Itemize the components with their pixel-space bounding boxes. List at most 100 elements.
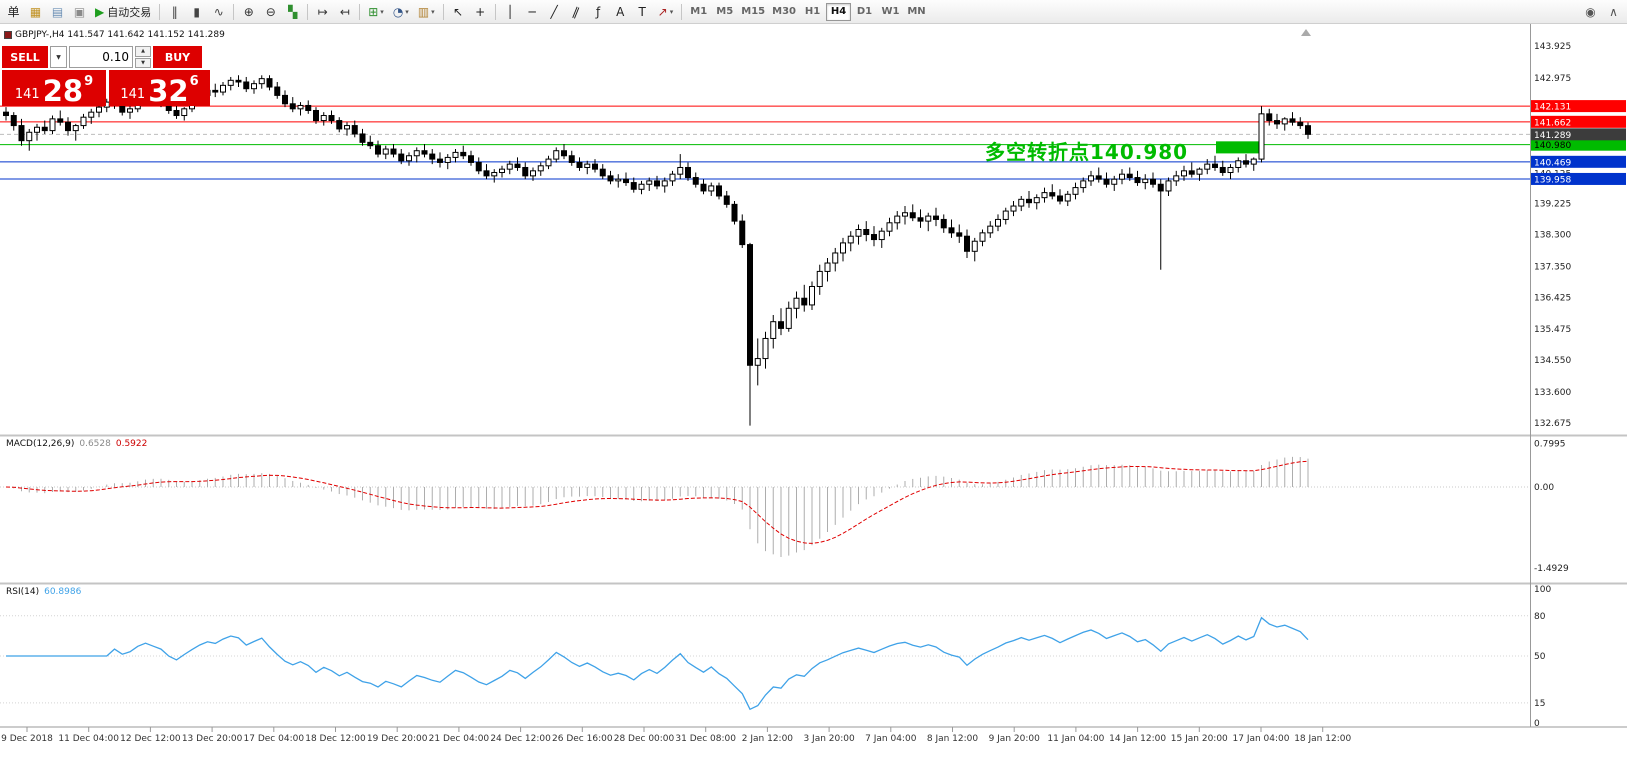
text-icon[interactable]: A [610, 2, 631, 22]
cursor-icon[interactable]: ↖ [448, 2, 469, 22]
macd-name: MACD(12,26,9) [6, 439, 75, 449]
chevron-down-icon: ▾ [669, 7, 674, 16]
label-icon[interactable]: T [632, 2, 653, 22]
zoom-in-icon[interactable]: ⊕ [238, 2, 259, 22]
candle-body [313, 109, 319, 122]
candle-body [235, 79, 242, 83]
svg-text:15: 15 [1534, 699, 1545, 709]
indicators-icon[interactable]: ⊞ ▾ [364, 2, 388, 22]
vertical-line-icon[interactable]: │ [500, 2, 521, 22]
candle-body [1018, 198, 1025, 207]
candle-body [41, 126, 48, 132]
candle-body [1266, 113, 1273, 122]
templates-icon[interactable]: ▥ ▾ [414, 2, 439, 22]
terminal-icon[interactable]: ▣ [69, 2, 90, 22]
candle-body [382, 148, 389, 155]
fibonacci-icon[interactable]: ƒ [588, 2, 609, 22]
new-chart-icon: ▦ [29, 4, 42, 19]
candle-body [824, 262, 831, 272]
new-chart-icon[interactable]: ▦ [25, 2, 46, 22]
timeframe-w1-button[interactable]: W1 [881, 6, 900, 17]
candle-body [96, 106, 102, 113]
toolbar-separator [307, 3, 309, 20]
chart-canvas[interactable]: 143.925142.975140.125139.225138.300137.3… [0, 24, 1627, 774]
periods-icon[interactable]: ◔ ▾ [389, 2, 413, 22]
collapse-toolbar-icon[interactable]: ∧ [1609, 4, 1618, 19]
svg-text:26 Dec 16:00: 26 Dec 16:00 [552, 734, 613, 744]
candle-body [979, 232, 986, 242]
macd-pane[interactable] [0, 456, 1530, 557]
svg-text:139.958: 139.958 [1534, 175, 1571, 185]
candle-body [747, 244, 753, 366]
autotrading-button[interactable]: ▶ 自动交易 [91, 2, 155, 22]
candle-body [1064, 193, 1071, 202]
candle-body [623, 178, 629, 184]
candle-body [708, 185, 715, 192]
label-icon: T [638, 4, 646, 19]
timeframe-d1-button[interactable]: D1 [856, 6, 873, 17]
timeframe-m30-button[interactable]: M30 [772, 6, 796, 17]
candle-body [1033, 197, 1040, 204]
profiles-icon: ▤ [51, 4, 64, 19]
main-price-pane[interactable] [0, 29, 1530, 426]
rsi-indicator-label: RSI(14) 60.8986 [6, 587, 81, 597]
volume-dropdown-button[interactable]: ▼ [50, 46, 67, 68]
bid-price[interactable]: 141 28 9 [2, 70, 106, 106]
buy-button[interactable]: BUY [153, 46, 202, 68]
time-axis[interactable]: 9 Dec 2018 11 Dec 04:00 12 Dec 12:00 13 Dec… [0, 726, 1627, 744]
price-axis[interactable]: 143.925142.975140.125139.225138.300137.3… [1531, 42, 1626, 729]
candle-body [1057, 195, 1063, 202]
candle-body [491, 172, 498, 177]
arrows-icon[interactable]: ↗ ▾ [654, 2, 678, 22]
new-order-button[interactable]: 单 [3, 2, 24, 22]
chart-annotation-text[interactable]: 多空转折点140.980 [985, 140, 1189, 164]
candle-body [1274, 120, 1280, 125]
crosshair-icon[interactable]: + [470, 2, 491, 22]
auto-scroll-icon[interactable]: ↦ [312, 2, 333, 22]
candle-body [917, 217, 924, 222]
chevron-down-icon: ▾ [405, 7, 409, 16]
candle-body [351, 125, 358, 135]
trendline-icon[interactable]: ╱ [544, 2, 565, 22]
timeframe-h4-button[interactable]: H4 [826, 2, 851, 21]
svg-text:28 Dec 00:00: 28 Dec 00:00 [614, 734, 675, 744]
timeframe-h1-button[interactable]: H1 [804, 6, 821, 17]
chart-symbol-icon [4, 31, 12, 39]
candle-body [3, 111, 9, 117]
ask-price[interactable]: 141 32 6 [109, 70, 210, 106]
profiles-icon[interactable]: ▤ [47, 2, 68, 22]
candle-body [10, 115, 17, 127]
bar-chart-icon[interactable]: ‖ [164, 2, 185, 22]
candle-body [654, 180, 660, 187]
candle-body [1297, 121, 1304, 127]
zoom-out-icon[interactable]: ⊖ [260, 2, 281, 22]
chart-shift-icon[interactable]: ↤ [334, 2, 355, 22]
line-chart-icon[interactable]: ∿ [208, 2, 229, 22]
panel-splitter[interactable] [0, 582, 1627, 585]
candle-body [793, 297, 800, 309]
macd-main-value: 0.6528 [79, 439, 111, 449]
volume-down-icon[interactable]: ▼ [135, 57, 151, 68]
tile-windows-icon[interactable]: ▚ [282, 2, 303, 22]
panel-splitter[interactable] [0, 434, 1627, 437]
horizontal-line-icon[interactable]: ─ [522, 2, 543, 22]
rsi-pane[interactable] [0, 615, 1530, 711]
sell-button[interactable]: SELL [2, 46, 48, 68]
candle-body [127, 108, 133, 113]
zoom-out-icon: ⊖ [265, 4, 276, 19]
candle-body [1010, 205, 1017, 212]
svg-text:136.425: 136.425 [1534, 293, 1571, 303]
candle-body [646, 180, 653, 185]
timeframe-m15-button[interactable]: M15 [741, 6, 766, 17]
timeframe-m1-button[interactable]: M1 [690, 6, 708, 17]
timeframe-m5-button[interactable]: M5 [716, 6, 734, 17]
volume-up-icon[interactable]: ▲ [135, 46, 151, 57]
chart-shift-marker[interactable] [1301, 29, 1311, 36]
channel-icon[interactable]: ∥ [566, 2, 587, 22]
candle-body [1134, 177, 1141, 184]
rectangle-object[interactable] [1216, 141, 1262, 154]
volume-input[interactable] [69, 46, 133, 68]
timeframe-mn-button[interactable]: MN [907, 6, 926, 17]
quick-nav-icon[interactable]: ◉ [1585, 4, 1596, 19]
candlestick-icon[interactable]: ▮ [186, 2, 207, 22]
